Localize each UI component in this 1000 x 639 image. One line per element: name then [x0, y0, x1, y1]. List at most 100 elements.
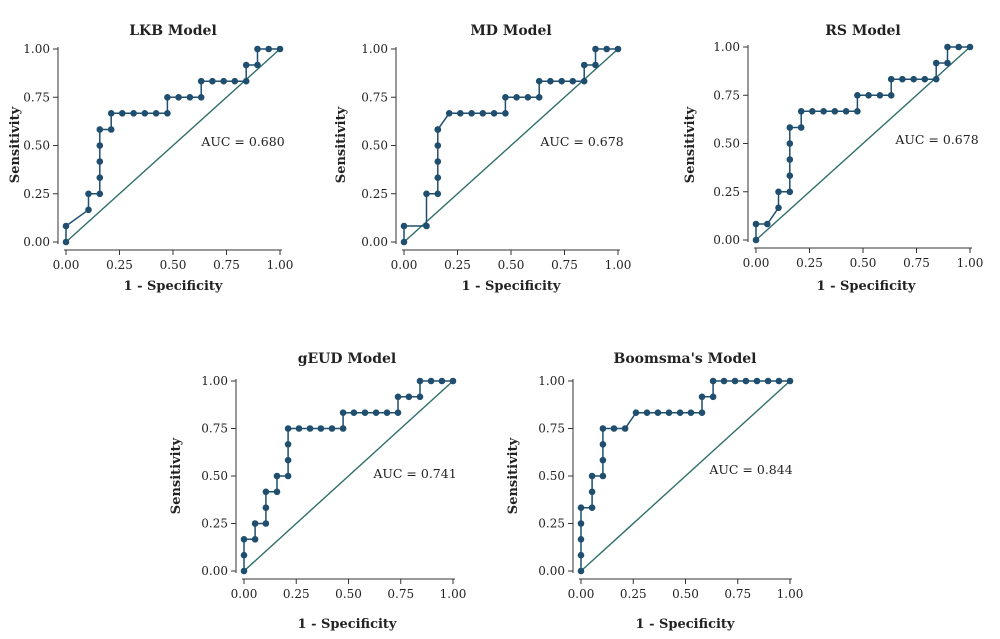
y-tick-label: 0.50: [538, 469, 565, 483]
roc-point: [820, 108, 827, 115]
y-tick-labels: 0.00 0.25 0.50 0.75 1.00: [713, 40, 740, 247]
roc-point: [854, 92, 861, 99]
x-tick-label: 1.00: [267, 258, 294, 272]
panel-geud: gEUD Model Sensitivity 1 - Specificity A…: [169, 351, 466, 632]
x-axis-label: 1 - Specificity: [817, 279, 916, 294]
y-tick-label: 0.25: [23, 187, 50, 201]
roc-point: [547, 77, 554, 85]
roc-point: [932, 75, 940, 83]
roc-point: [577, 536, 585, 543]
roc-point: [665, 409, 673, 417]
roc-point: [577, 551, 585, 559]
x-tick-label: 1.00: [957, 256, 984, 270]
roc-point: [709, 377, 717, 385]
roc-point: [434, 158, 442, 165]
x-tick-label: 0.25: [620, 587, 647, 601]
roc-point: [654, 409, 662, 417]
roc-point: [423, 222, 430, 230]
y-tick-labels: 0.00 0.25 0.50 0.75 1.00: [538, 374, 565, 578]
roc-point: [251, 520, 259, 527]
roc-point: [427, 377, 435, 385]
x-tick-label: 1.00: [605, 258, 632, 272]
roc-point: [752, 236, 760, 244]
roc-point: [731, 377, 739, 385]
roc-point: [96, 190, 104, 198]
roc-point: [328, 425, 336, 432]
roc-point: [775, 188, 782, 196]
panel-boomsma: Boomsma's Model Sensitivity 1 - Specific…: [506, 351, 803, 632]
x-tick-label: 0.00: [391, 258, 418, 272]
roc-point: [231, 77, 239, 85]
roc-point: [577, 567, 585, 575]
roc-point: [130, 110, 137, 117]
roc-point: [457, 110, 464, 117]
roc-point: [62, 238, 70, 246]
roc-point: [797, 124, 805, 131]
roc-point: [284, 425, 292, 432]
y-tick-label: 0.25: [361, 187, 388, 201]
roc-point: [599, 425, 607, 432]
roc-point: [588, 488, 596, 496]
roc-point: [394, 393, 402, 401]
roc-point: [361, 409, 369, 417]
roc-point: [887, 92, 895, 99]
roc-point: [966, 43, 974, 51]
x-tick-labels: 0.00 0.25 0.50 0.75 1.00: [743, 256, 984, 270]
roc-point: [276, 45, 284, 53]
x-tick-label: 0.75: [903, 256, 930, 270]
roc-point: [753, 377, 761, 385]
roc-point: [468, 110, 475, 117]
roc-point: [85, 190, 92, 198]
roc-point: [577, 520, 585, 527]
x-tick-label: 0.50: [160, 258, 187, 272]
y-tick-label: 0.25: [538, 517, 565, 531]
y-tick-labels: 0.00 0.25 0.50 0.75 1.00: [23, 42, 50, 249]
roc-point: [284, 441, 292, 448]
roc-point: [569, 77, 577, 85]
roc-point: [764, 220, 771, 228]
panel-lkb: LKB Model Sensitivity 1 - Specificity AU…: [8, 23, 293, 294]
x-tick-label: 0.75: [213, 258, 240, 272]
x-tick-label: 0.00: [231, 587, 258, 601]
y-axis-label: Sensitivity: [334, 106, 349, 183]
x-tick-label: 0.50: [672, 587, 699, 601]
roc-point: [831, 108, 839, 115]
roc-point: [242, 77, 250, 85]
roc-point: [614, 45, 622, 53]
y-tick-label: 0.50: [201, 469, 228, 483]
roc-point: [152, 110, 160, 117]
roc-point: [306, 425, 314, 432]
roc-point: [786, 140, 794, 147]
y-axis-label: Sensitivity: [683, 106, 698, 183]
reference-line: [580, 380, 791, 572]
chart-title: MD Model: [470, 23, 551, 39]
y-axis-label: Sensitivity: [8, 106, 23, 183]
x-tick-label: 0.75: [551, 258, 578, 272]
roc-point: [490, 110, 498, 117]
y-tick-label: 0.50: [23, 139, 50, 153]
roc-point: [96, 174, 104, 181]
roc-point: [197, 94, 205, 101]
roc-point: [254, 45, 261, 53]
roc-point: [786, 156, 794, 163]
roc-point: [558, 77, 565, 85]
roc-point: [676, 409, 684, 417]
roc-point: [445, 110, 453, 117]
roc-point: [921, 75, 929, 83]
x-tick-labels: 0.00 0.25 0.50 0.75 1.00: [53, 258, 294, 272]
roc-point: [621, 425, 629, 432]
y-tick-label: 0.00: [201, 564, 228, 578]
roc-point: [438, 377, 446, 385]
roc-point: [434, 174, 442, 181]
roc-point: [786, 172, 794, 179]
y-tick-label: 1.00: [361, 42, 388, 56]
roc-point: [434, 142, 442, 149]
roc-point: [580, 61, 588, 69]
roc-point: [786, 124, 794, 131]
x-tick-labels: 0.00 0.25 0.50 0.75 1.00: [231, 587, 467, 601]
y-tick-label: 0.75: [201, 422, 228, 436]
roc-point: [742, 377, 750, 385]
roc-point: [273, 488, 281, 496]
x-tick-label: 1.00: [440, 587, 467, 601]
